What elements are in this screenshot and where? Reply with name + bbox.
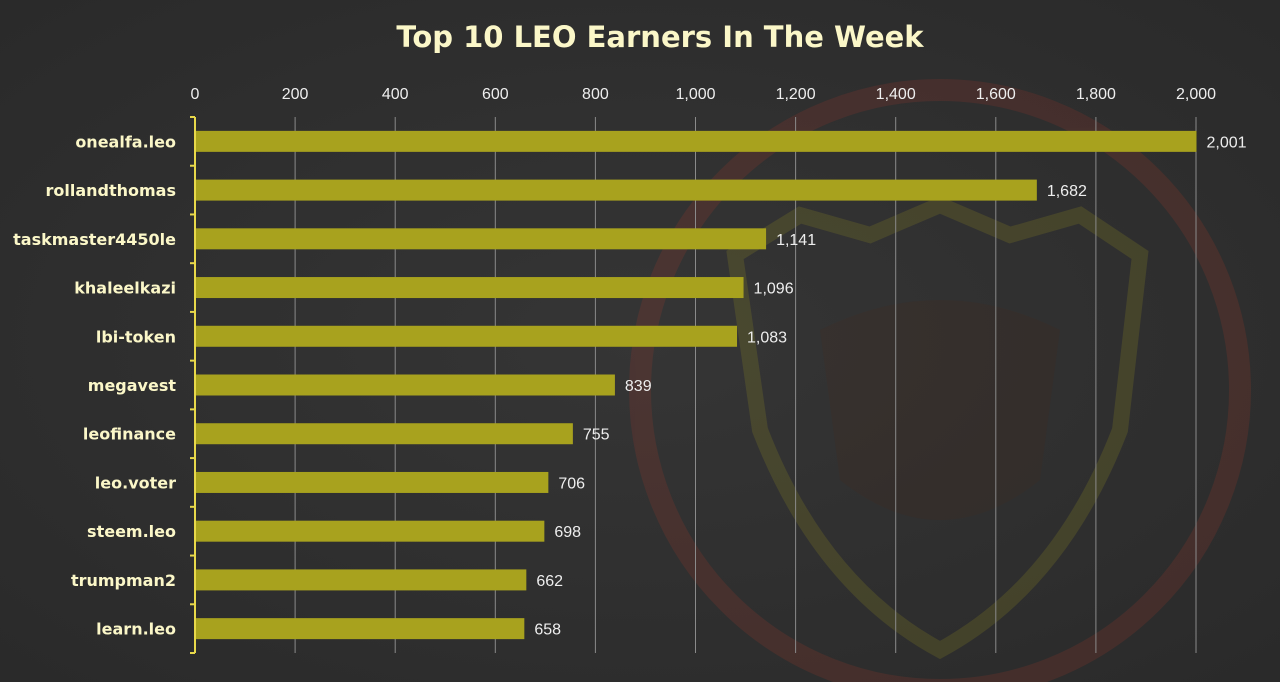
bar-taskmaster4450le xyxy=(195,228,767,250)
data-label: 1,682 xyxy=(1047,183,1087,200)
bar-khaleelkazi xyxy=(195,277,744,299)
data-label: 1,096 xyxy=(754,281,794,298)
x-tick-label: 400 xyxy=(382,86,409,103)
bar-steem.leo xyxy=(195,520,545,542)
x-tick-label: 1,000 xyxy=(675,86,715,103)
x-tick-label: 200 xyxy=(282,86,309,103)
x-tick-label: 2,000 xyxy=(1176,86,1216,103)
bar-leo.voter xyxy=(195,471,549,493)
category-label: rollandthomas xyxy=(45,181,176,200)
data-label: 1,141 xyxy=(776,232,816,249)
category-label: leo.voter xyxy=(95,473,176,492)
x-tick-label: 600 xyxy=(482,86,509,103)
bar-learn.leo xyxy=(195,618,525,640)
x-tick-label: 1,800 xyxy=(1076,86,1116,103)
bar-trumpman2 xyxy=(195,569,527,591)
data-label: 662 xyxy=(536,573,563,590)
category-label: onealfa.leo xyxy=(75,132,176,151)
category-label: lbi-token xyxy=(96,327,176,346)
data-label: 698 xyxy=(554,524,581,541)
bar-rollandthomas xyxy=(195,179,1037,201)
y-axis xyxy=(190,116,196,654)
category-label: taskmaster4450le xyxy=(13,230,176,249)
data-label: 755 xyxy=(583,427,610,444)
lion-watermark xyxy=(629,79,1251,682)
data-label: 2,001 xyxy=(1207,134,1247,151)
data-label: 706 xyxy=(558,475,585,492)
bar-leofinance xyxy=(195,423,573,445)
bar-onealfa.leo xyxy=(195,130,1197,152)
bars xyxy=(195,130,1197,640)
x-axis-ticks: 0 200 400 600 800 1,000 1,200 1,400 1,600 1,800 2,… xyxy=(191,86,1217,103)
x-tick-label: 1,200 xyxy=(776,86,816,103)
bar-megavest xyxy=(195,374,615,396)
category-label: leofinance xyxy=(83,425,176,444)
data-label: 658 xyxy=(534,622,561,639)
category-label: megavest xyxy=(88,376,177,395)
labels: onealfa.leo 2,001 rollandthomas 1,682 taskma… xyxy=(13,132,1247,638)
category-label: steem.leo xyxy=(87,522,176,541)
x-tick-label: 800 xyxy=(582,86,609,103)
bar-lbi-token xyxy=(195,325,738,347)
data-label: 839 xyxy=(625,378,652,395)
x-tick-label: 1,600 xyxy=(976,86,1016,103)
category-label: khaleelkazi xyxy=(74,279,176,298)
x-tick-label: 1,400 xyxy=(876,86,916,103)
data-label: 1,083 xyxy=(747,329,787,346)
chart-title: Top 10 LEO Earners In The Week xyxy=(396,20,924,54)
category-label: trumpman2 xyxy=(71,571,176,590)
category-label: learn.leo xyxy=(96,620,176,639)
x-tick-label: 0 xyxy=(191,86,200,103)
